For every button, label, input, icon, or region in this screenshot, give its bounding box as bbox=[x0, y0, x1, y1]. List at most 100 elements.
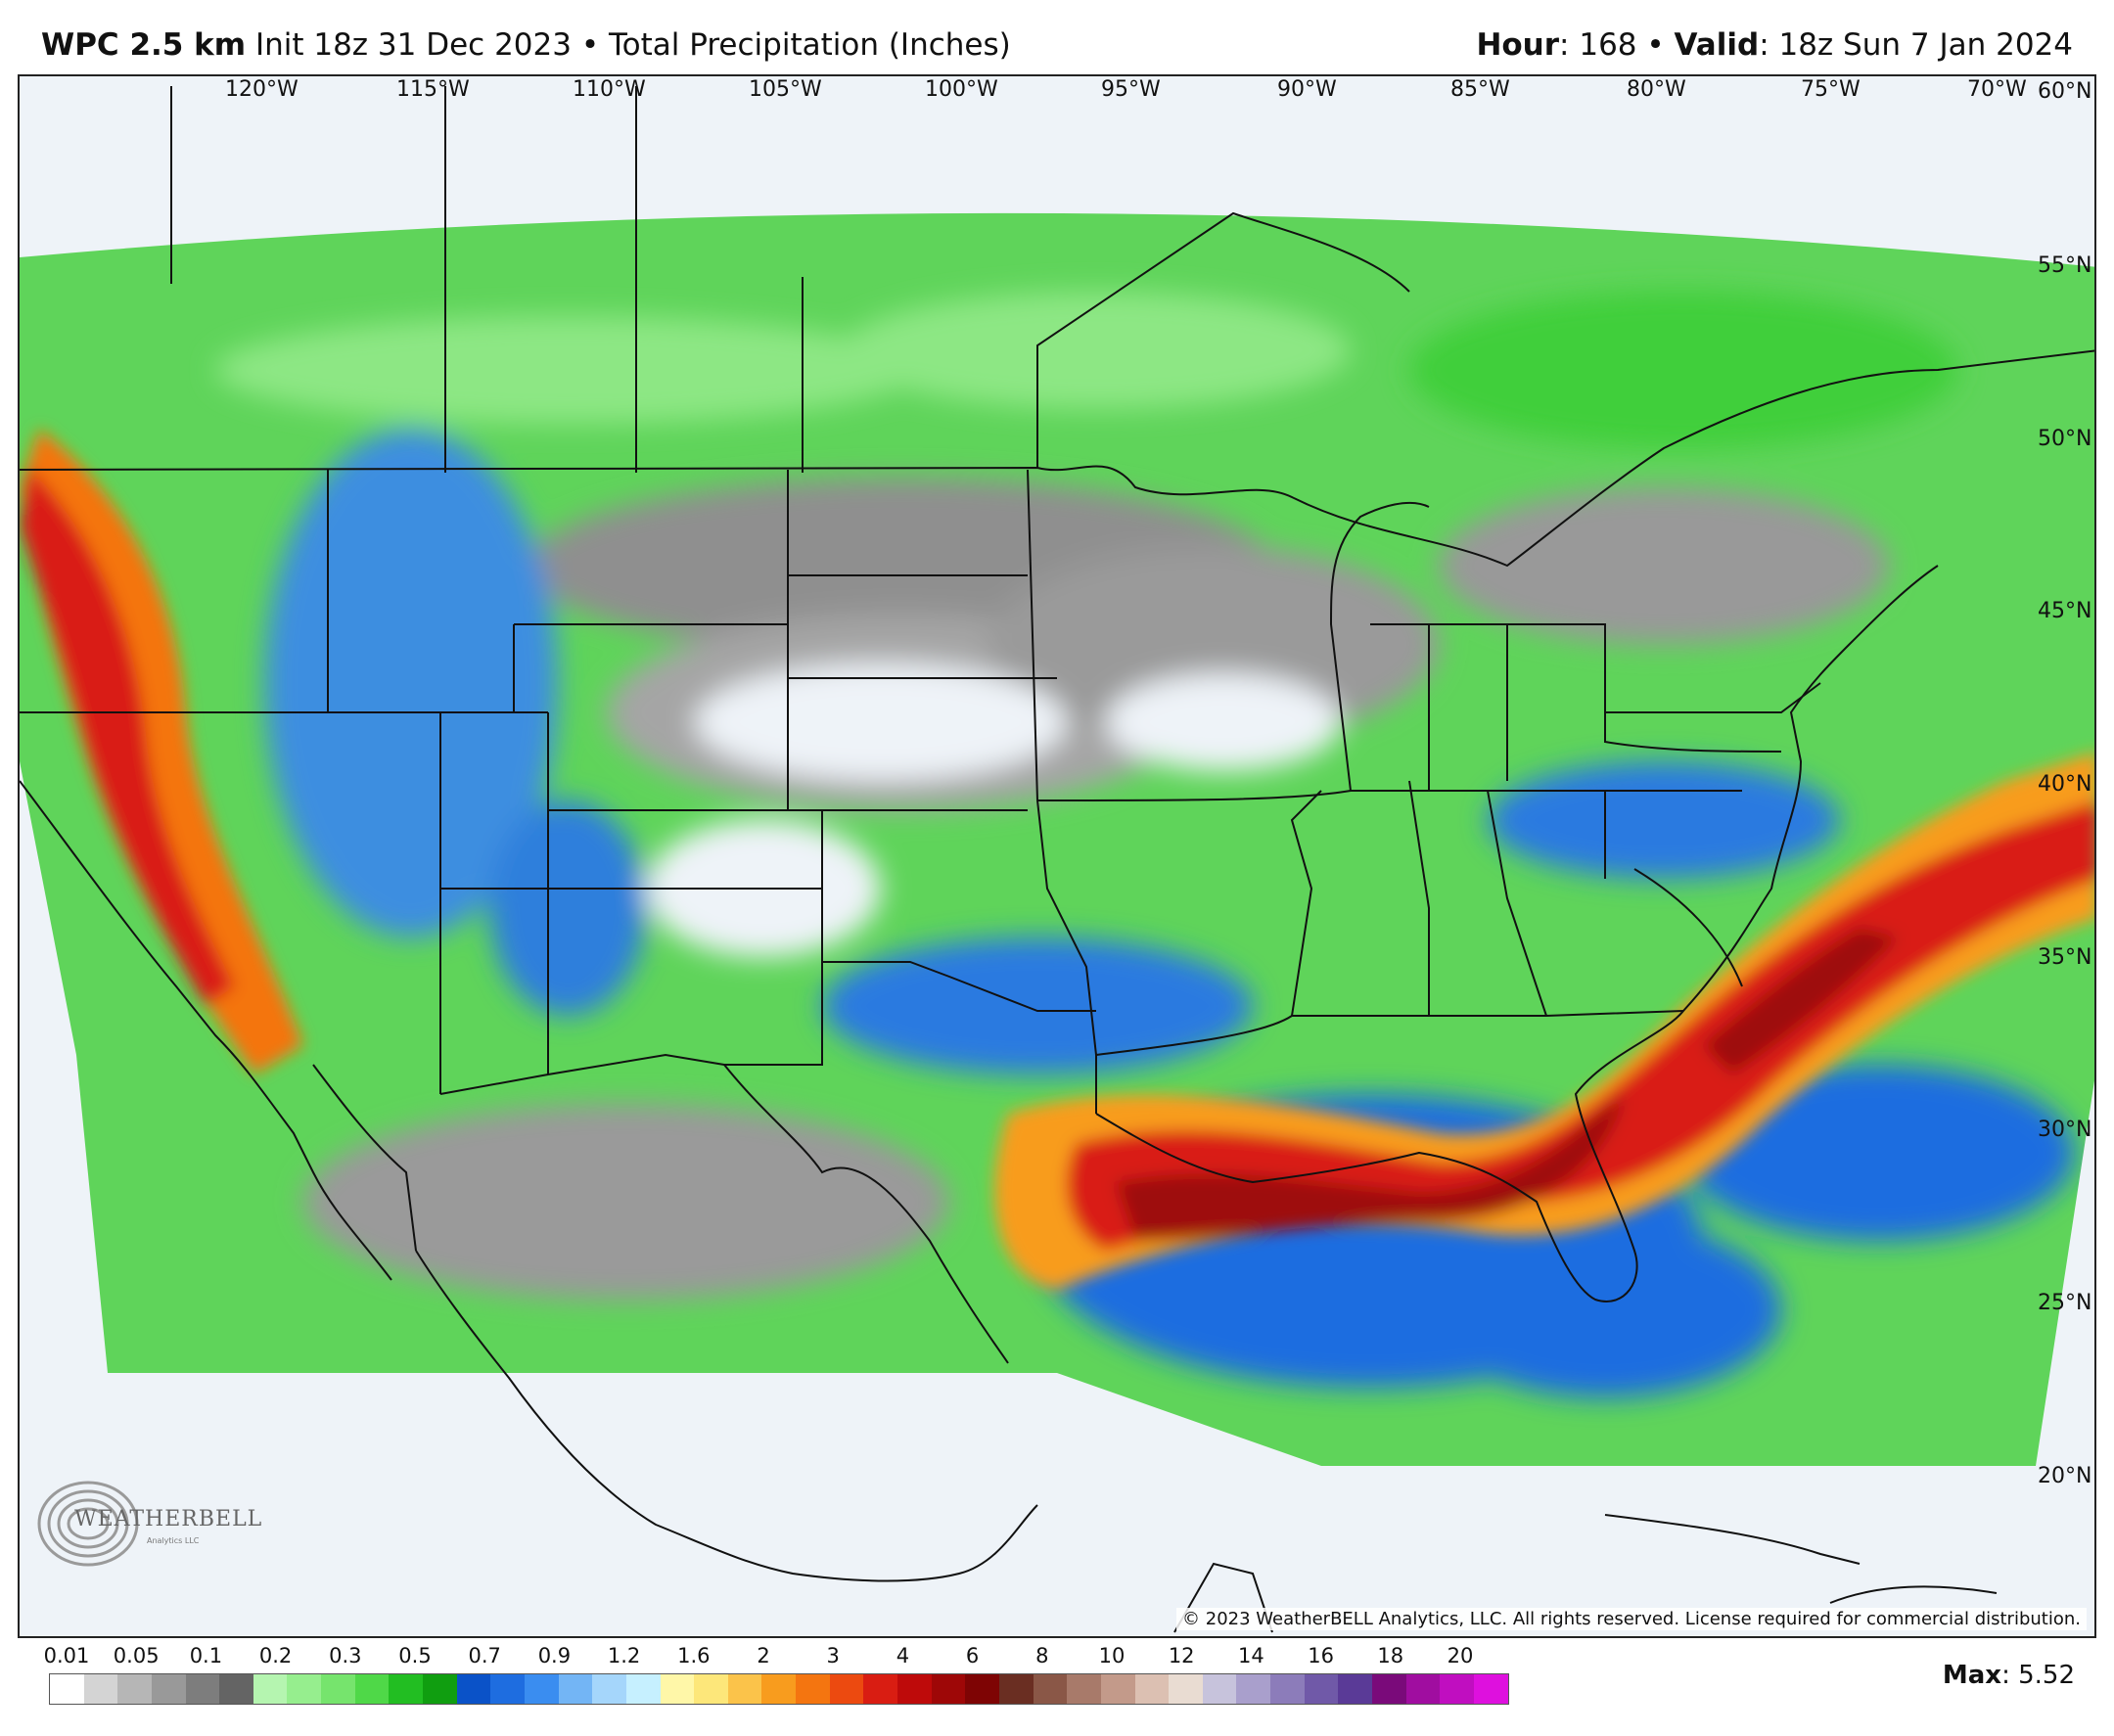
logo-swirl-icon bbox=[37, 1481, 139, 1567]
legend-swatch bbox=[456, 1674, 491, 1704]
border-line bbox=[1036, 211, 1410, 468]
lat-label: 35°N bbox=[2038, 945, 2091, 970]
latitude-labels: 60°N 55°N 50°N 45°N 40°N 35°N 30°N 25°N … bbox=[2038, 79, 2091, 1488]
title-left: WPC 2.5 km Init 18z 31 Dec 2023 • Total … bbox=[41, 27, 1011, 63]
border-line bbox=[1290, 790, 1322, 1017]
legend-tick-label: 0.7 bbox=[468, 1644, 501, 1667]
legend-swatch bbox=[694, 1674, 728, 1704]
legend-swatch bbox=[1405, 1674, 1441, 1704]
precipitation-map: 120°W 115°W 110°W 105°W 100°W 95°W 90°W … bbox=[18, 74, 2096, 1638]
legend-swatch bbox=[727, 1674, 762, 1704]
border-line bbox=[1027, 469, 1097, 1114]
legend-swatch bbox=[1270, 1674, 1305, 1704]
legend-tick-label: 14 bbox=[1238, 1644, 1264, 1667]
max-number: : 5.52 bbox=[2001, 1661, 2075, 1690]
lat-label: 60°N bbox=[2038, 79, 2091, 104]
valid-label: Valid bbox=[1674, 27, 1760, 63]
lat-label: 55°N bbox=[2038, 253, 2091, 278]
legend-tick-label: 0.2 bbox=[258, 1644, 293, 1667]
model-name: WPC 2.5 km bbox=[41, 27, 247, 63]
logo-text: WEATHERBELL bbox=[74, 1507, 263, 1531]
border-line bbox=[439, 1053, 725, 1095]
legend-tick-label: 16 bbox=[1308, 1644, 1334, 1667]
max-label: Max bbox=[1942, 1661, 2002, 1690]
legend-swatch bbox=[796, 1674, 830, 1704]
legend-swatch bbox=[1371, 1674, 1406, 1704]
hour-value: : 168 • bbox=[1559, 27, 1665, 63]
valid-value: : 18z Sun 7 Jan 2024 bbox=[1759, 27, 2073, 63]
legend-tick-label: 1.6 bbox=[677, 1644, 711, 1667]
legend-swatch bbox=[253, 1674, 288, 1704]
legend-tick-label: 4 bbox=[896, 1644, 910, 1667]
legend-swatch bbox=[321, 1674, 355, 1704]
hispaniola-coastline bbox=[1829, 1585, 1998, 1604]
boundaries bbox=[20, 86, 2094, 1633]
legend-swatch bbox=[1473, 1674, 1508, 1704]
legend-swatch bbox=[998, 1674, 1034, 1704]
legend-swatch bbox=[829, 1674, 864, 1704]
lat-label: 40°N bbox=[2038, 772, 2091, 797]
west-coastline bbox=[20, 780, 392, 1281]
legend-tick-label: 0.1 bbox=[189, 1644, 223, 1667]
legend-swatch bbox=[524, 1674, 559, 1704]
legend-colorbar bbox=[49, 1673, 1509, 1705]
legend-swatch bbox=[1440, 1674, 1474, 1704]
legend-swatch bbox=[1033, 1674, 1068, 1704]
legend-tick-label: 3 bbox=[826, 1644, 840, 1667]
title-right: Hour: 168 • Valid: 18z Sun 7 Jan 2024 bbox=[1476, 27, 2073, 63]
lat-label: 45°N bbox=[2038, 599, 2091, 623]
legend-swatch bbox=[83, 1674, 118, 1704]
legend-swatch bbox=[287, 1674, 322, 1704]
lon-label: 70°W bbox=[1967, 77, 2027, 102]
legend-tick-label: 1.2 bbox=[607, 1644, 641, 1667]
max-value: Max: 5.52 bbox=[1943, 1661, 2075, 1690]
east-coastline bbox=[1095, 565, 1939, 1302]
legend-tick-label: 0.3 bbox=[329, 1644, 362, 1667]
precip-field bbox=[20, 212, 2094, 1466]
legend-tick-label: 8 bbox=[1035, 1644, 1049, 1667]
legend-swatch bbox=[185, 1674, 220, 1704]
border-line bbox=[1408, 780, 1430, 1016]
cuba-coastline bbox=[1604, 1514, 1861, 1565]
lon-label: 105°W bbox=[749, 77, 822, 102]
legend-tick-label: 10 bbox=[1098, 1644, 1126, 1667]
legend-tick-label: 6 bbox=[965, 1644, 980, 1667]
legend-swatch bbox=[965, 1674, 999, 1704]
border-line bbox=[1487, 790, 1547, 1017]
legend-tick-label: 18 bbox=[1377, 1644, 1404, 1667]
legend-swatch bbox=[389, 1674, 424, 1704]
us-mexico-border bbox=[721, 962, 1009, 1364]
lat-label: 20°N bbox=[2038, 1464, 2091, 1488]
legend-swatch bbox=[761, 1674, 797, 1704]
border-line bbox=[1095, 1010, 1684, 1056]
hour-label: Hour bbox=[1476, 27, 1560, 63]
legend-swatch bbox=[592, 1674, 626, 1704]
mexico-coastline bbox=[415, 1250, 1038, 1582]
border-line bbox=[1329, 501, 1430, 792]
lat-label: 30°N bbox=[2038, 1118, 2091, 1142]
legend-swatch bbox=[423, 1674, 457, 1704]
logo-subtext: Analytics LLC bbox=[147, 1536, 200, 1545]
legend-swatch bbox=[50, 1674, 84, 1704]
lon-label: 120°W bbox=[225, 77, 299, 102]
legend-swatch bbox=[625, 1674, 661, 1704]
lon-label: 100°W bbox=[925, 77, 998, 102]
legend-swatch bbox=[1304, 1674, 1339, 1704]
legend-tick-label: 0.5 bbox=[398, 1644, 432, 1667]
border-line bbox=[821, 889, 1096, 1012]
legend-swatch bbox=[558, 1674, 593, 1704]
legend-tick-label: 2 bbox=[757, 1644, 770, 1667]
legend-tick-label: 0.9 bbox=[537, 1644, 572, 1667]
legend-swatch bbox=[219, 1674, 253, 1704]
legend-swatch bbox=[151, 1674, 186, 1704]
lon-label: 110°W bbox=[573, 77, 646, 102]
copyright-notice: © 2023 WeatherBELL Analytics, LLC. All r… bbox=[1176, 1608, 2087, 1630]
lon-label: 95°W bbox=[1101, 77, 1161, 102]
border-line bbox=[1633, 868, 1743, 987]
lon-label: 90°W bbox=[1277, 77, 1337, 102]
legend-tick-label: 0.01 bbox=[43, 1644, 90, 1667]
us-canada-border bbox=[20, 349, 2094, 568]
border-line bbox=[1605, 682, 1821, 713]
lat-label: 50°N bbox=[2038, 427, 2091, 451]
legend-swatch bbox=[1067, 1674, 1101, 1704]
